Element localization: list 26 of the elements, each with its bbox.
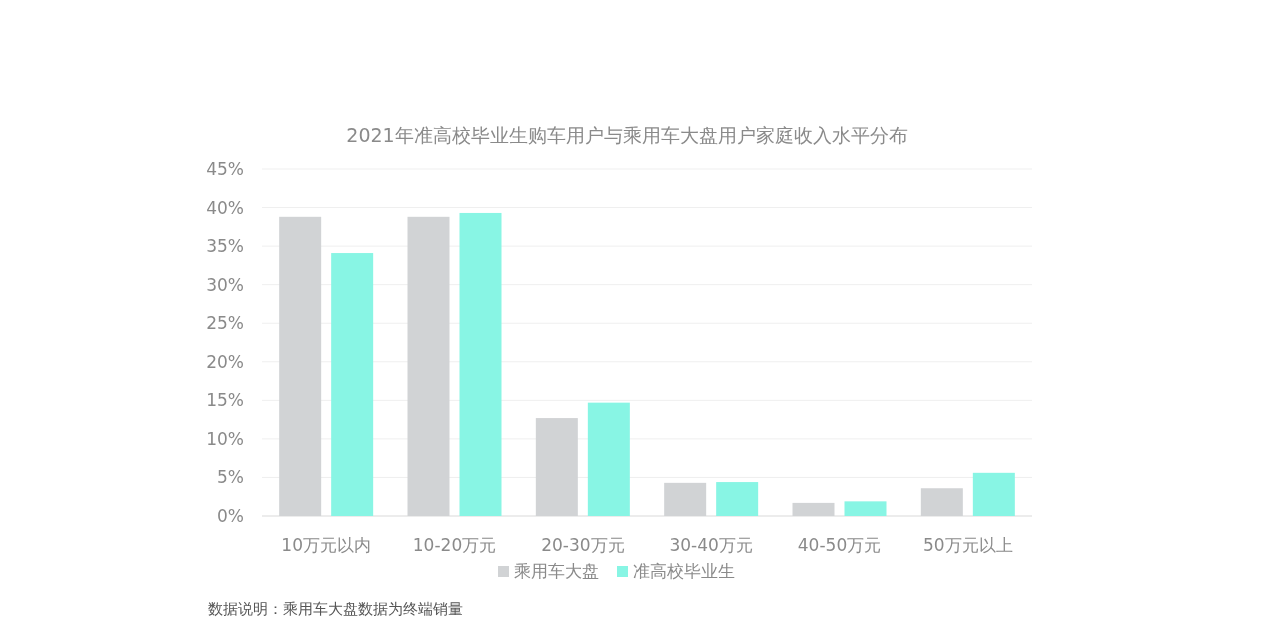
y-tick-label: 30% [206,274,244,295]
legend-label: 乘用车大盘 [514,561,599,581]
x-tick-label: 20-30万元 [541,535,625,555]
bar [844,501,887,516]
bar [587,402,630,516]
x-tick-label: 30-40万元 [669,535,753,555]
y-tick-label: 0% [217,506,244,526]
x-tick-label: 10-20万元 [412,535,497,555]
y-tick-label: 45% [206,159,244,179]
legend-label: 准高校毕业生 [633,561,735,581]
text: 数据说明：乘用车大盘数据为终端销量 [208,600,463,618]
y-tick-label: 5% [217,467,244,488]
bar [459,212,502,516]
chart-title: 2021年准高校毕业生购车用户与乘用车大盘用户家庭收入水平分布 [346,124,908,146]
y-tick-label: 20% [206,351,244,372]
y-tick-label: 10% [206,428,244,449]
bar [972,472,1015,516]
y-tick-label: 25% [206,313,244,334]
y-tick-label: 40% [206,197,244,218]
x-tick-label: 50万元以上 [923,535,1013,555]
y-tick-label: 15% [206,390,244,411]
bar [716,482,759,516]
x-tick-label: 10万元以内 [281,535,371,555]
y-tick-label: 35% [206,236,244,257]
bar [331,253,374,516]
x-tick-label: 40-50万元 [797,535,882,555]
